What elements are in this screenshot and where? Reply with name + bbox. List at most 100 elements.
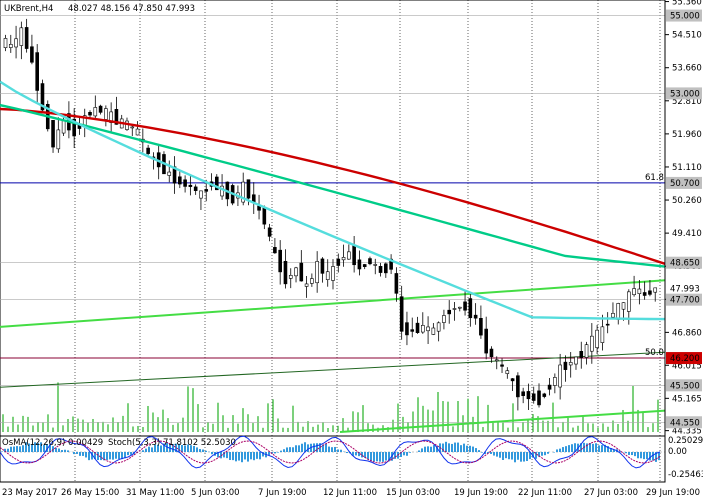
candle-body [188, 184, 193, 187]
time-label: 7 Jun 19:00 [258, 488, 307, 498]
price-tick-label: 53.660 [672, 64, 702, 74]
price-label-text: 48.650 [670, 259, 700, 269]
price-label-text: 44.550 [670, 418, 700, 428]
candle-body [130, 126, 135, 129]
candle-body [558, 364, 562, 388]
candle-body [553, 377, 557, 386]
candle-body [410, 329, 415, 332]
price-label-text: 46.200 [670, 354, 700, 364]
trend-line-mid [0, 351, 666, 388]
candle-body [420, 325, 425, 333]
candle-body [220, 185, 224, 197]
candle-body [3, 38, 8, 49]
price-tick-label: 50.260 [672, 196, 702, 206]
candle-body [600, 326, 605, 343]
candle-body [531, 393, 536, 401]
candle-body [331, 266, 335, 281]
osc-tick-label: 0.25029 [668, 436, 703, 446]
candle-body [457, 306, 462, 309]
price-label-text: 45.500 [670, 381, 700, 391]
candle-body [14, 38, 18, 48]
time-label: 26 May 15:00 [61, 488, 119, 498]
candle-body [352, 244, 356, 266]
candle-body [447, 309, 452, 315]
candle-body [283, 260, 288, 285]
candle-body [56, 129, 61, 150]
candle-body [24, 27, 29, 49]
price-label-text: 50.700 [670, 179, 700, 189]
volume-bars [2, 382, 659, 432]
candle-body [579, 350, 584, 358]
time-label: 12 Jun 11:00 [323, 488, 377, 498]
chart-header-ohlc: 48.027 48.156 47.850 47.993 [68, 4, 195, 14]
price-label-text: 55.000 [670, 12, 700, 22]
candle-body [426, 326, 430, 332]
candle-body [262, 207, 267, 225]
price-label-box [666, 293, 702, 306]
candle-body [193, 186, 198, 191]
candle-body [563, 361, 568, 370]
candle-body [278, 249, 282, 273]
candle-body [299, 262, 304, 282]
candle-body [616, 303, 621, 320]
candle-body [627, 291, 631, 312]
candle-body [542, 393, 547, 397]
fib-label-61: 61.8 [645, 173, 664, 183]
candle-body [8, 44, 13, 48]
candle-body [568, 362, 573, 366]
candle-body [72, 118, 76, 137]
candle-body [399, 296, 404, 332]
candle-body [405, 322, 409, 336]
time-label: 31 May 11:00 [126, 488, 184, 498]
candle-body [315, 261, 319, 284]
candle-body [336, 258, 341, 266]
candle-body [310, 278, 314, 284]
price-tick-label: 46.860 [672, 328, 702, 338]
price-label-box [666, 176, 702, 189]
price-label-box [666, 87, 702, 100]
candle-body [183, 179, 187, 187]
candle-body [347, 251, 351, 260]
candle-body [574, 356, 578, 365]
candle-body [362, 264, 367, 267]
price-tick-label: 51.110 [672, 163, 702, 173]
candle-body [648, 290, 652, 295]
candle-body [294, 267, 298, 277]
candle-body [484, 328, 488, 354]
candle-body [500, 364, 504, 367]
price-label-box [666, 379, 702, 392]
ema-green-line [0, 103, 666, 268]
candle-body [415, 322, 420, 333]
candle-body [178, 176, 182, 185]
candle-body [521, 391, 525, 396]
candle-body [394, 273, 399, 294]
time-label: 5 Jun 03:00 [191, 488, 240, 498]
candle-body [167, 171, 172, 176]
price-label-text: 47.993 [670, 284, 700, 294]
candle-body [40, 83, 45, 111]
candle-body [431, 327, 436, 335]
price-tick-label: 44.335 [672, 427, 702, 437]
candle-body [463, 301, 467, 311]
candle-body [373, 264, 378, 266]
horizontal-levels [0, 15, 665, 423]
candle-body [51, 120, 55, 148]
candle-body [304, 283, 309, 287]
candle-body [632, 288, 636, 296]
candle-body [267, 227, 272, 237]
candle-body [135, 128, 140, 136]
candle-body [341, 257, 346, 261]
candle-body [489, 348, 494, 358]
candle-body [98, 105, 103, 113]
osc-tick-label: -0.25463 [668, 470, 703, 480]
candle-body [246, 179, 251, 199]
candle-body [510, 378, 515, 382]
candle-body [590, 335, 594, 352]
candle-body [595, 329, 599, 348]
candle-body [35, 52, 39, 91]
candle-body [241, 181, 246, 203]
candle-body [19, 27, 24, 46]
candle-body [621, 302, 626, 310]
candle-body [88, 111, 92, 116]
